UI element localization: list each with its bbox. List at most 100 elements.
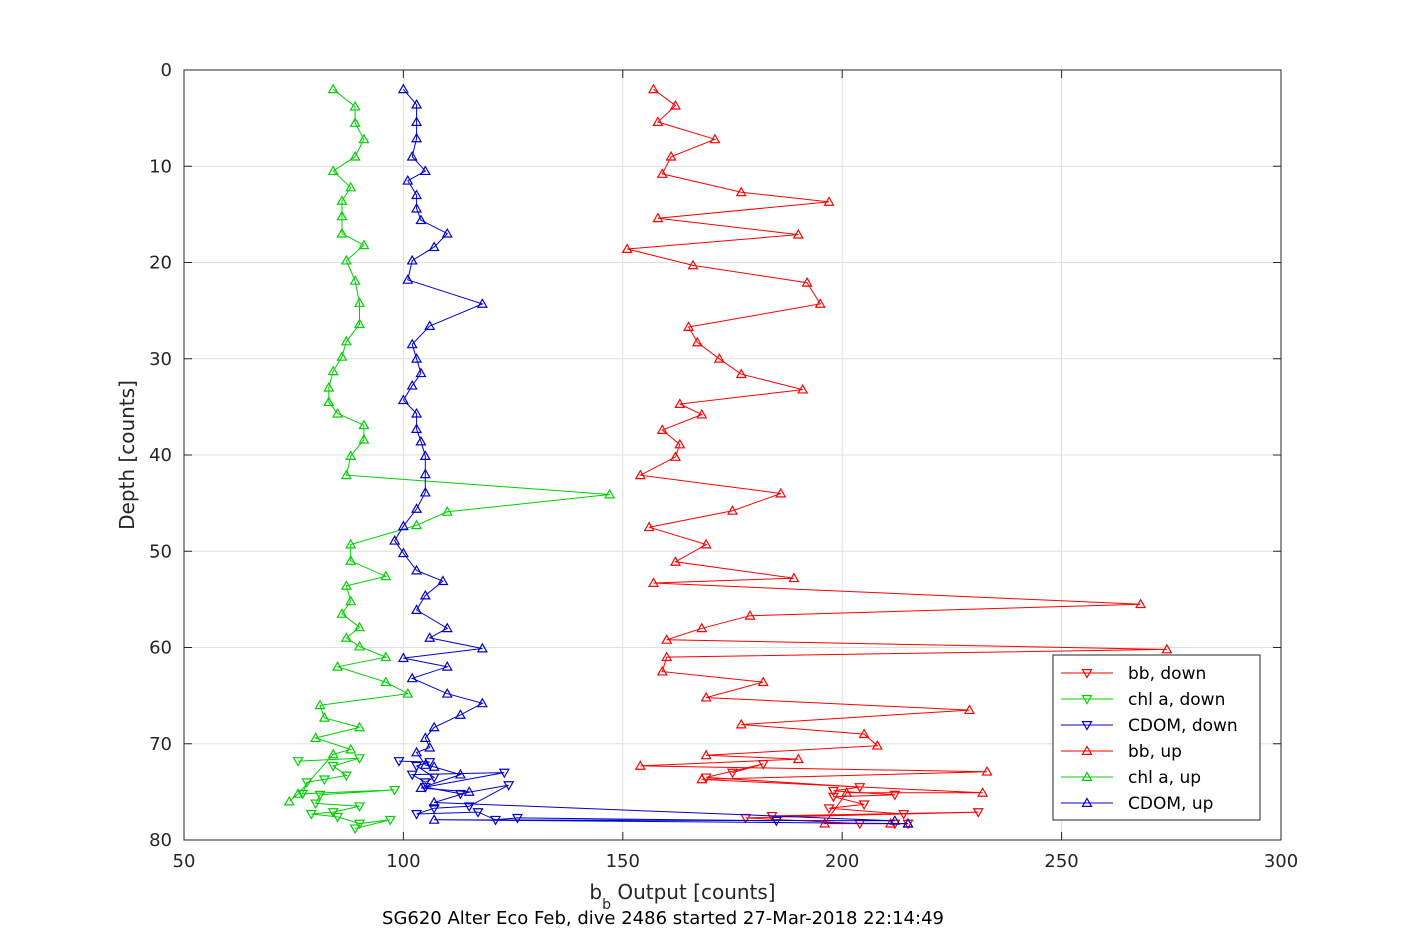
data-point-marker bbox=[797, 383, 809, 394]
data-point-marker bbox=[411, 761, 423, 772]
x-tick-label: 200 bbox=[825, 851, 859, 872]
data-point-marker bbox=[349, 275, 361, 285]
data-point-marker bbox=[463, 786, 475, 796]
data-point-marker bbox=[397, 394, 409, 405]
series-bb-up bbox=[621, 83, 1173, 828]
y-tick-label: 30 bbox=[149, 349, 172, 370]
data-point-marker bbox=[858, 728, 870, 739]
data-point-marker bbox=[889, 790, 901, 801]
legend-marker-sample bbox=[1081, 695, 1093, 705]
y-tick-label: 50 bbox=[149, 541, 172, 562]
data-point-marker bbox=[393, 757, 405, 767]
data-point-marker bbox=[634, 760, 646, 770]
series-chl-a-up bbox=[283, 83, 616, 806]
data-point-marker bbox=[349, 824, 361, 835]
data-point-marker bbox=[647, 83, 660, 94]
data-point-marker bbox=[709, 133, 721, 144]
data-point-marker bbox=[827, 786, 839, 797]
data-point-marker bbox=[345, 595, 357, 606]
data-point-marker bbox=[696, 773, 708, 784]
x-tick-label: 100 bbox=[386, 851, 420, 872]
y-tick-label: 20 bbox=[149, 253, 172, 274]
data-point-marker bbox=[419, 589, 431, 600]
data-point-marker bbox=[336, 195, 348, 205]
data-point-marker bbox=[665, 150, 677, 161]
data-point-marker bbox=[428, 241, 440, 252]
data-point-marker bbox=[345, 450, 357, 460]
data-point-marker bbox=[332, 407, 344, 418]
data-point-marker bbox=[411, 423, 423, 433]
data-point-marker bbox=[340, 632, 352, 642]
data-point-marker bbox=[353, 640, 366, 651]
data-point-marker bbox=[441, 661, 453, 671]
data-point-marker bbox=[441, 622, 453, 633]
data-point-marker bbox=[823, 804, 835, 814]
data-point-marker bbox=[437, 575, 449, 586]
data-point-marker bbox=[411, 202, 423, 213]
data-point-marker bbox=[801, 277, 813, 287]
data-point-marker bbox=[669, 451, 681, 461]
x-axis-label-rest: Output [counts] bbox=[611, 880, 776, 904]
data-point-marker bbox=[674, 438, 686, 449]
data-point-marker bbox=[318, 712, 330, 722]
data-point-marker bbox=[691, 336, 703, 347]
legend-entry-label: chl a, up bbox=[1128, 768, 1201, 788]
data-point-marker bbox=[419, 486, 431, 497]
data-point-marker bbox=[327, 365, 339, 376]
data-point-marker bbox=[411, 746, 423, 757]
data-point-marker bbox=[661, 651, 673, 662]
data-point-marker bbox=[353, 819, 366, 830]
data-point-marker bbox=[314, 790, 326, 801]
data-point-marker bbox=[454, 768, 466, 779]
data-point-marker bbox=[415, 367, 427, 378]
data-point-marker bbox=[735, 186, 747, 197]
data-point-marker bbox=[428, 796, 440, 807]
data-point-marker bbox=[415, 214, 427, 225]
data-point-marker bbox=[318, 775, 330, 786]
data-point-marker bbox=[656, 424, 668, 434]
data-point-marker bbox=[349, 100, 361, 111]
data-point-marker bbox=[823, 196, 835, 206]
data-point-marker bbox=[358, 433, 370, 444]
data-point-marker bbox=[503, 781, 515, 791]
data-point-marker bbox=[327, 761, 339, 772]
data-point-marker bbox=[358, 419, 370, 430]
data-point-marker bbox=[353, 754, 366, 764]
data-point-marker bbox=[669, 556, 681, 566]
data-point-marker bbox=[424, 758, 436, 768]
data-point-marker bbox=[604, 488, 616, 499]
data-point-marker bbox=[902, 817, 914, 828]
data-point-marker bbox=[340, 335, 352, 346]
data-point-marker bbox=[696, 408, 708, 419]
data-point-marker bbox=[336, 351, 348, 361]
data-point-marker bbox=[419, 778, 431, 788]
y-tick-label: 0 bbox=[161, 60, 172, 81]
legend-marker-sample bbox=[1081, 797, 1093, 807]
data-point-marker bbox=[380, 570, 392, 581]
data-point-marker bbox=[402, 687, 414, 698]
data-point-marker bbox=[353, 297, 366, 307]
data-point-marker bbox=[854, 783, 866, 793]
x-tick-label: 150 bbox=[606, 851, 640, 872]
y-axis-label: Depth [counts] bbox=[115, 380, 139, 530]
data-point-marker bbox=[652, 116, 664, 126]
data-point-marker bbox=[775, 487, 787, 498]
data-point-marker bbox=[349, 150, 361, 161]
data-point-marker bbox=[336, 227, 348, 238]
data-point-marker bbox=[472, 808, 484, 818]
data-point-marker bbox=[296, 789, 309, 800]
series-line bbox=[398, 760, 777, 822]
legend-entry-label: bb, up bbox=[1128, 742, 1182, 762]
data-point-marker bbox=[336, 608, 348, 618]
data-point-marker bbox=[397, 652, 409, 663]
data-point-marker bbox=[687, 259, 699, 270]
data-point-marker bbox=[841, 787, 853, 797]
data-point-marker bbox=[340, 469, 352, 480]
data-point-marker bbox=[327, 165, 339, 176]
data-point-marker bbox=[1161, 643, 1173, 654]
x-tick-label: 50 bbox=[173, 851, 196, 872]
data-point-marker bbox=[871, 739, 883, 750]
data-point-marker bbox=[424, 320, 436, 330]
axis-ticks: 50 100 150 200 250 300 0 10 20 30 40 50 60 70 80 bbox=[149, 60, 1298, 872]
